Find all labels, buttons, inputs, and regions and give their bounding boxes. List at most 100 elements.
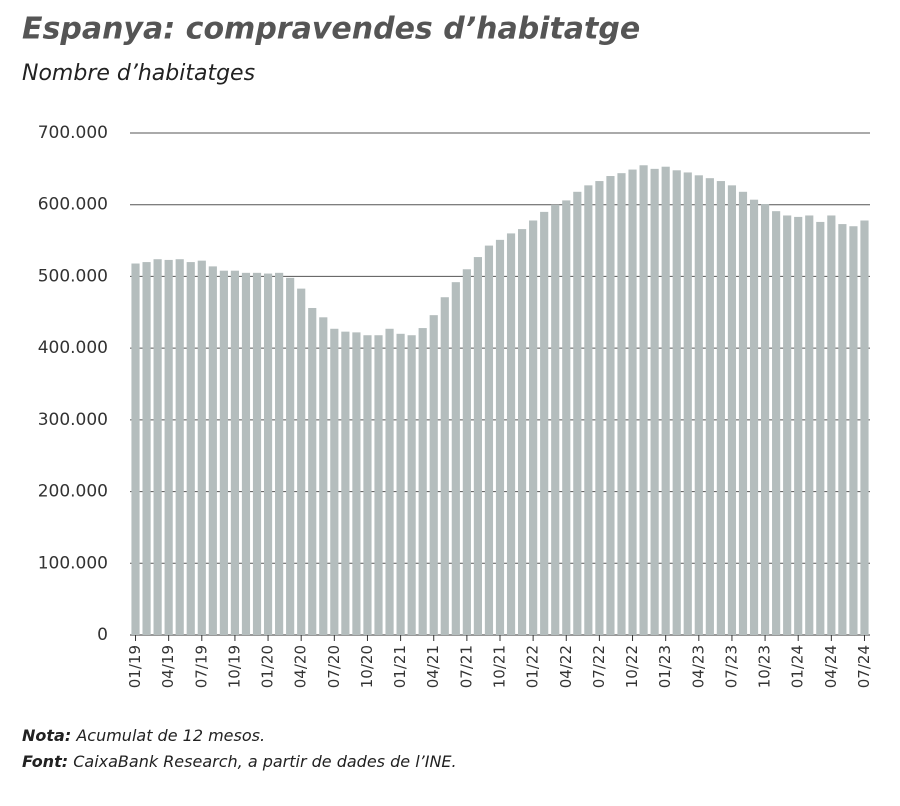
bar [197, 260, 206, 635]
y-tick-label: 0 [97, 625, 108, 645]
y-tick-label: 600.000 [38, 195, 108, 215]
x-tick-label: 04/22 [557, 645, 575, 688]
bar [628, 169, 637, 635]
bar [716, 181, 725, 635]
bar [352, 332, 361, 635]
bar [252, 272, 262, 635]
bar [462, 269, 471, 635]
bar [573, 191, 582, 635]
bar [772, 211, 781, 635]
note-label: Nota: [22, 726, 71, 745]
bar [760, 203, 770, 636]
bar [749, 199, 759, 636]
bar [650, 168, 659, 635]
x-tick-label: 01/20 [259, 645, 277, 688]
bar [275, 272, 284, 635]
bar [540, 211, 549, 635]
bar [827, 215, 836, 635]
bar [286, 277, 295, 635]
x-tick-label: 01/21 [391, 645, 409, 688]
y-tick-label: 400.000 [38, 338, 108, 358]
x-tick-label: 10/19 [225, 645, 243, 688]
bar [263, 273, 273, 635]
bar [595, 181, 604, 635]
y-tick-label: 200.000 [38, 482, 108, 502]
bar [341, 331, 350, 635]
bar [153, 259, 162, 635]
bar [617, 173, 626, 635]
bar [164, 259, 173, 635]
y-tick-label: 700.000 [38, 123, 108, 143]
bar [551, 204, 560, 635]
bar [308, 307, 317, 635]
bar [506, 233, 516, 635]
source-text: CaixaBank Research, a partir de dades de… [73, 752, 456, 771]
bar [374, 335, 383, 635]
bar [783, 215, 792, 635]
bar [440, 297, 449, 635]
source: Font: CaixaBank Research, a partir de da… [22, 752, 457, 771]
note-text: Acumulat de 12 mesos. [75, 726, 265, 745]
bar [860, 220, 869, 635]
bar [518, 229, 527, 635]
bar [407, 335, 416, 635]
y-tick-label: 300.000 [38, 410, 108, 430]
bar [705, 178, 714, 635]
bar [794, 216, 803, 636]
bar [429, 315, 438, 635]
x-tick-label: 10/23 [756, 645, 774, 688]
x-tick-label: 04/21 [424, 645, 442, 688]
x-tick-label: 10/20 [358, 645, 376, 688]
bar [451, 282, 460, 635]
chart-title: Espanya: compravendes d’habitatge [22, 12, 640, 47]
bar [484, 245, 494, 635]
x-tick-label: 01/19 [126, 645, 144, 688]
x-tick-label: 07/24 [855, 645, 873, 688]
bar [838, 224, 847, 635]
bar [639, 165, 648, 635]
bar [584, 185, 593, 635]
x-tick-label: 07/22 [590, 645, 608, 688]
bar [418, 328, 427, 635]
x-tick-label: 04/24 [822, 645, 840, 688]
x-tick-label: 10/22 [623, 645, 641, 688]
bar [694, 175, 703, 635]
bar [683, 172, 692, 635]
bar [241, 272, 251, 635]
x-tick-label: 10/21 [491, 645, 509, 688]
bar [186, 262, 195, 635]
bar [363, 335, 372, 635]
x-tick-label: 07/20 [325, 645, 343, 688]
x-tick-label: 07/19 [192, 645, 210, 688]
bar [495, 239, 505, 635]
bar [319, 317, 328, 635]
y-tick-label: 100.000 [38, 553, 108, 573]
note: Nota: Acumulat de 12 mesos. [22, 726, 265, 745]
bar [385, 328, 394, 635]
x-tick-label: 01/24 [789, 645, 807, 688]
chart-subtitle: Nombre d’habitatges [22, 61, 255, 86]
bar [208, 266, 217, 635]
bar [297, 288, 306, 635]
bar [131, 263, 140, 635]
x-tick-label: 04/23 [689, 645, 707, 688]
bar [606, 176, 615, 635]
bar [396, 333, 405, 635]
x-tick-label: 07/23 [722, 645, 740, 688]
bar [849, 226, 858, 635]
bar [219, 270, 228, 635]
x-tick-label: 01/23 [656, 645, 674, 688]
bar [661, 166, 670, 635]
bar [529, 220, 538, 635]
bar [672, 170, 681, 635]
x-tick-label: 01/22 [524, 645, 542, 688]
bar [473, 257, 482, 635]
x-tick-label: 07/21 [457, 645, 475, 688]
bar [727, 185, 737, 635]
bar [230, 270, 240, 635]
bar [330, 328, 339, 635]
bar [816, 221, 825, 635]
bar [738, 191, 748, 635]
source-label: Font: [22, 752, 68, 771]
